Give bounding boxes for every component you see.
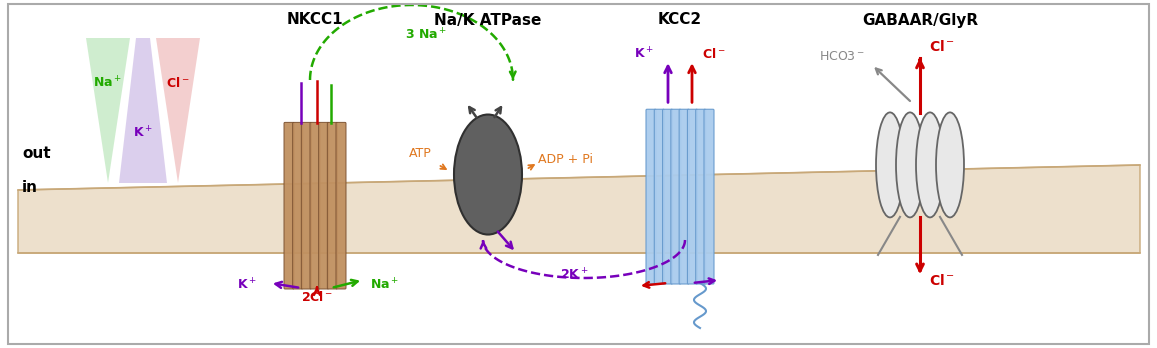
FancyBboxPatch shape [655,109,664,284]
FancyBboxPatch shape [301,122,311,289]
Text: 2K$^+$: 2K$^+$ [560,268,588,283]
Text: Cl$^-$: Cl$^-$ [167,76,190,90]
FancyBboxPatch shape [663,109,672,284]
Text: Na$^+$: Na$^+$ [94,76,123,90]
FancyBboxPatch shape [327,122,338,289]
Text: Cl$^-$: Cl$^-$ [702,47,725,61]
Text: K$^+$: K$^+$ [634,46,654,61]
Text: 2Cl$^-$: 2Cl$^-$ [301,290,333,304]
Polygon shape [86,38,130,183]
Text: Cl$^-$: Cl$^-$ [929,273,955,288]
Text: NKCC1: NKCC1 [287,13,344,27]
FancyBboxPatch shape [671,109,680,284]
Text: ATP: ATP [408,147,432,159]
Text: Na/K ATPase: Na/K ATPase [434,13,541,27]
FancyBboxPatch shape [679,109,690,284]
Text: out: out [22,145,51,160]
Text: GABAAR/GlyR: GABAAR/GlyR [862,13,978,27]
FancyBboxPatch shape [695,109,706,284]
Ellipse shape [454,114,522,235]
FancyBboxPatch shape [646,109,656,284]
Text: in: in [22,181,38,196]
Polygon shape [19,165,1140,253]
Text: K$^+$: K$^+$ [237,278,257,293]
Text: 3 Na$^+$: 3 Na$^+$ [405,28,448,43]
Text: ADP + Pi: ADP + Pi [538,152,594,166]
Polygon shape [156,38,200,183]
Ellipse shape [896,112,924,218]
Text: HCO3$^-$: HCO3$^-$ [819,50,865,63]
Text: K$^+$: K$^+$ [133,125,153,141]
FancyBboxPatch shape [318,122,329,289]
FancyBboxPatch shape [310,122,320,289]
FancyBboxPatch shape [336,122,346,289]
FancyBboxPatch shape [283,122,294,289]
Ellipse shape [916,112,944,218]
Text: Na$^+$: Na$^+$ [370,278,399,293]
FancyBboxPatch shape [687,109,698,284]
FancyBboxPatch shape [293,122,303,289]
FancyBboxPatch shape [703,109,714,284]
Ellipse shape [936,112,964,218]
Ellipse shape [876,112,904,218]
Polygon shape [119,38,167,183]
Text: Cl$^-$: Cl$^-$ [929,39,955,54]
Text: KCC2: KCC2 [658,13,702,27]
